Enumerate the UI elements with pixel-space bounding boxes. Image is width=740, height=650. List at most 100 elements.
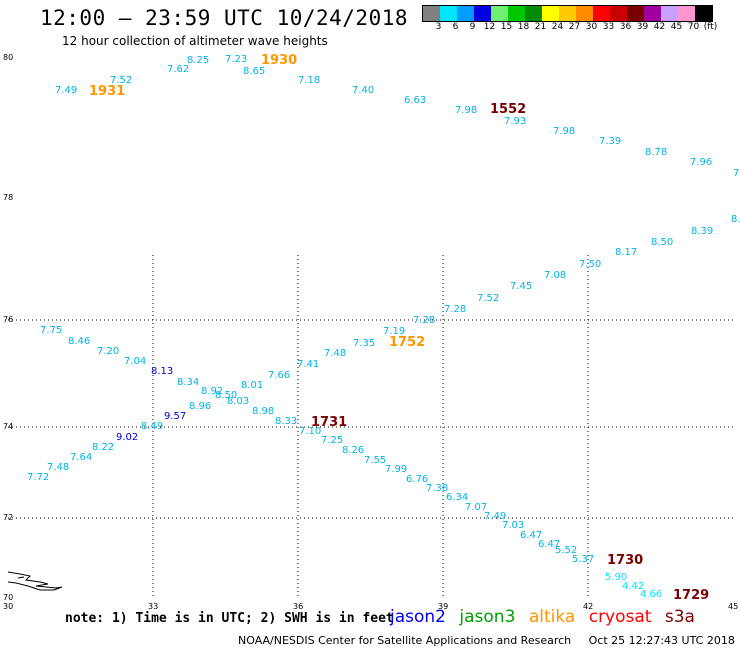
wave-reading: 8.65 bbox=[243, 66, 265, 77]
wave-reading: 7.96 bbox=[690, 157, 712, 168]
color-scale-label: 9 bbox=[469, 22, 476, 32]
legend-cryosat: cryosat bbox=[588, 607, 652, 627]
wave-reading: 6.34 bbox=[446, 492, 468, 503]
color-scale-label: 18 bbox=[517, 22, 530, 32]
color-scale-label: 45 bbox=[670, 22, 683, 32]
wave-reading: 8.98 bbox=[252, 406, 274, 417]
color-scale-label: (ft) bbox=[703, 22, 718, 32]
wave-reading: 7.48 bbox=[47, 462, 69, 473]
lon-tick: 30 bbox=[3, 602, 13, 611]
wave-reading: 8.03 bbox=[227, 396, 249, 407]
pass-time-label: 1729 bbox=[673, 588, 709, 603]
wave-reading: 8.96 bbox=[189, 401, 211, 412]
wave-reading: 7.52 bbox=[110, 75, 132, 86]
wave-reading: 7.55 bbox=[364, 455, 386, 466]
color-scale-swatch bbox=[678, 6, 695, 21]
lat-tick: 76 bbox=[3, 315, 13, 324]
pass-time-label: 1731 bbox=[311, 415, 347, 430]
wave-reading: 4.66 bbox=[640, 589, 662, 600]
footer-credit: NOAA/NESDIS Center for Satellite Applica… bbox=[238, 634, 572, 647]
color-scale-swatch bbox=[491, 6, 508, 21]
pass-time-label: 1730 bbox=[607, 553, 643, 568]
color-scale-label: 24 bbox=[551, 22, 564, 32]
color-scale-label: 21 bbox=[534, 22, 547, 32]
wave-reading: 7.03 bbox=[502, 520, 524, 531]
wave-reading: 7.49 bbox=[484, 511, 506, 522]
lon-tick: 42 bbox=[583, 602, 593, 611]
color-scale-swatch bbox=[593, 6, 610, 21]
wave-reading: 7.48 bbox=[324, 348, 346, 359]
wave-reading: 7.23 bbox=[225, 54, 247, 65]
wave-reading: 8.92 bbox=[201, 386, 223, 397]
wave-reading: 7.25 bbox=[321, 435, 343, 446]
color-scale-swatch bbox=[474, 6, 491, 21]
wave-reading: 7.28 bbox=[444, 304, 466, 315]
wave-reading: 7.98 bbox=[553, 126, 575, 137]
wave-reading: 6.76 bbox=[406, 474, 428, 485]
wave-reading: 7.98 bbox=[455, 105, 477, 116]
footer-timestamp: Oct 25 12:27:43 UTC 2018 bbox=[588, 634, 735, 647]
color-scale-label: 42 bbox=[653, 22, 666, 32]
color-scale-swatch bbox=[576, 6, 593, 21]
legend-jason2: jason2 bbox=[390, 607, 446, 627]
map-subtitle: 12 hour collection of altimeter wave hei… bbox=[62, 34, 328, 48]
wave-reading-jason2: 9.02 bbox=[116, 432, 138, 443]
color-scale-swatch bbox=[644, 6, 661, 21]
wave-reading: 7.75 bbox=[40, 325, 62, 336]
color-scale-swatch bbox=[542, 6, 559, 21]
color-scale-label: 70 bbox=[687, 22, 700, 32]
wave-reading: 8.49 bbox=[141, 421, 163, 432]
lat-tick: 78 bbox=[3, 193, 13, 202]
lat-tick: 70 bbox=[3, 593, 13, 602]
wave-reading: 5.90 bbox=[605, 572, 627, 583]
wave-reading: 7.35 bbox=[353, 338, 375, 349]
lat-tick: 72 bbox=[3, 513, 13, 522]
wave-reading-jason2: 9.57 bbox=[164, 411, 186, 422]
wave-reading: 7.07 bbox=[465, 502, 487, 513]
wave-reading: 4.42 bbox=[622, 581, 644, 592]
wave-reading: 7.99 bbox=[385, 464, 407, 475]
wave-reading-jason2: 8.13 bbox=[151, 366, 173, 377]
wave-reading: 8.34 bbox=[177, 377, 199, 388]
lon-tick: 39 bbox=[438, 602, 448, 611]
wave-reading: 7.20 bbox=[97, 346, 119, 357]
wave-reading: 7.45 bbox=[510, 281, 532, 292]
color-scale-label: 3 bbox=[435, 22, 442, 32]
legend-s3a: s3a bbox=[664, 607, 695, 627]
wave-reading: 8.78 bbox=[645, 147, 667, 158]
pass-time-label: 1930 bbox=[261, 53, 297, 68]
wave-reading: 8.17 bbox=[615, 247, 637, 258]
wave-reading: 7.18 bbox=[298, 75, 320, 86]
color-scale-swatch bbox=[440, 6, 457, 21]
color-scale-swatch bbox=[661, 6, 678, 21]
color-scale-swatch bbox=[508, 6, 525, 21]
coastline bbox=[7, 571, 63, 591]
satellite-legend: jason2 jason3 altika cryosat s3a bbox=[390, 607, 703, 627]
wave-reading: 8.26 bbox=[342, 445, 364, 456]
wave-reading: 8.46 bbox=[68, 336, 90, 347]
wave-reading: 8.01 bbox=[241, 380, 263, 391]
color-scale-label: 33 bbox=[602, 22, 615, 32]
color-scale-swatch bbox=[423, 6, 440, 21]
wave-reading: 8.25 bbox=[187, 55, 209, 66]
lon-tick: 33 bbox=[148, 602, 158, 611]
color-scale-label: 15 bbox=[500, 22, 513, 32]
map-title: 12:00 – 23:59 UTC 10/24/2018 bbox=[40, 6, 409, 30]
wave-reading: 7.66 bbox=[268, 370, 290, 381]
wave-reading: 8.33 bbox=[275, 416, 297, 427]
map-note: note: 1) Time is in UTC; 2) SWH is in fe… bbox=[65, 611, 394, 626]
footer: NOAA/NESDIS Center for Satellite Applica… bbox=[238, 634, 735, 647]
color-scale-swatch bbox=[627, 6, 644, 21]
color-scale-label: 12 bbox=[483, 22, 496, 32]
wave-reading: 7.93 bbox=[504, 116, 526, 127]
wave-reading: 7.04 bbox=[124, 356, 146, 367]
wave-reading: 7.39 bbox=[599, 136, 621, 147]
wave-reading: 8. bbox=[731, 214, 740, 225]
lon-tick: 36 bbox=[293, 602, 303, 611]
color-scale-swatch bbox=[559, 6, 576, 21]
wave-reading: 7.19 bbox=[383, 326, 405, 337]
lat-tick: 74 bbox=[3, 422, 13, 431]
wave-reading: 7.49 bbox=[55, 85, 77, 96]
color-scale-label: 39 bbox=[636, 22, 649, 32]
